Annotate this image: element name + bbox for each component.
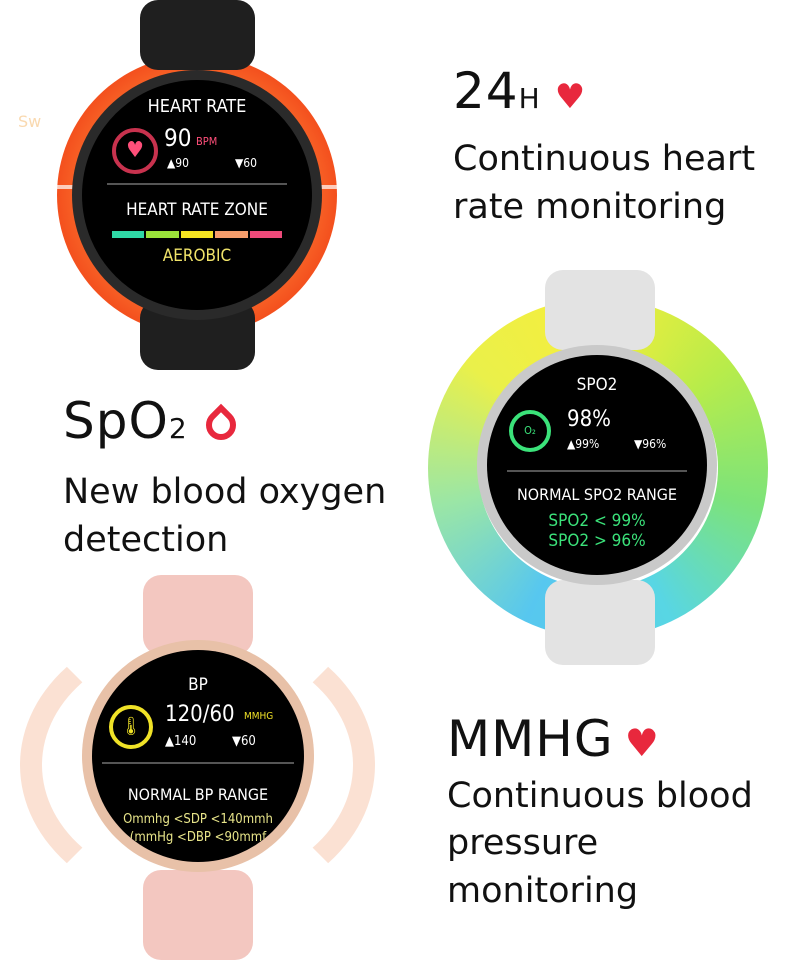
headline-number: 24	[453, 62, 519, 120]
max-value: ▲140	[165, 734, 197, 749]
spo2-value: 98%	[567, 407, 611, 432]
bp-value: 120/60	[165, 702, 235, 727]
zone-value: AEROBIC	[162, 246, 232, 266]
spo2-headline: SpO2	[63, 392, 242, 450]
heart-icon: ♥	[112, 128, 158, 174]
unit: MMHG	[244, 711, 274, 722]
headline-suffix: H	[518, 82, 540, 115]
zone-segment	[215, 231, 248, 238]
zone-segment	[112, 231, 145, 238]
heart-rate-screen: HEART RATE ♥ 90 BPM ▲90 ▼60 HEART RATE Z…	[82, 80, 312, 310]
bp-line-2: pressure monitoring	[447, 823, 639, 911]
max-value: ▲99%	[567, 437, 600, 451]
spo2-screen: SPO2 O₂ 98% ▲99% ▼96% NORMAL SPO2 RANGE …	[487, 355, 707, 575]
range-line: SPO2 > 96%	[548, 531, 646, 551]
bp-line-1: Continuous blood	[447, 776, 753, 816]
range-line: Ommhg <SDP <140mmh	[123, 812, 273, 827]
blood-drop-icon	[199, 403, 242, 447]
screen-title: BP	[188, 675, 208, 695]
zone-title: HEART RATE ZONE	[126, 200, 268, 220]
headline-text: SpO	[63, 392, 169, 450]
oxygen-icon: O₂	[509, 410, 551, 452]
range-title: NORMAL BP RANGE	[127, 785, 269, 804]
max-value: ▲90	[167, 156, 190, 170]
zone-bar	[112, 231, 283, 238]
min-value: ▼60	[235, 156, 258, 170]
heart-line-1: Continuous heart	[453, 139, 756, 179]
spo2-line-2: detection	[63, 520, 229, 560]
range-line: SPO2 < 99%	[548, 511, 646, 531]
zone-segment	[146, 231, 179, 238]
min-value: ▼60	[232, 734, 256, 749]
headline-text: MMHG	[447, 710, 614, 768]
unit: BPM	[196, 135, 218, 148]
heart-pulse-icon: ♥	[624, 721, 659, 765]
screen-title: HEART RATE	[147, 96, 247, 117]
bp-screen: BP 🌡 120/60 MMHG ▲140 ▼60 NORMAL BP RANG…	[92, 650, 304, 862]
heart-headline: 24H ♥	[453, 62, 585, 120]
screen-title: SPO2	[576, 375, 618, 395]
min-value: ▼96%	[634, 437, 667, 451]
zone-segment	[180, 231, 214, 238]
zone-segment	[249, 231, 283, 238]
headline-subscript: 2	[168, 412, 187, 445]
heart-line-2: rate monitoring	[453, 187, 727, 227]
heart-icon: ♥	[554, 77, 586, 117]
spo2-line-1: New blood oxygen	[63, 472, 387, 512]
watermark: Sw	[18, 112, 42, 131]
range-line: (mmHg <DBP <90mmf	[129, 830, 267, 845]
thermometer-icon: 🌡	[109, 705, 153, 749]
bp-headline: MMHG ♥	[447, 710, 659, 768]
range-title: NORMAL SPO2 RANGE	[516, 485, 678, 504]
heart-rate-value: 90	[164, 124, 192, 152]
